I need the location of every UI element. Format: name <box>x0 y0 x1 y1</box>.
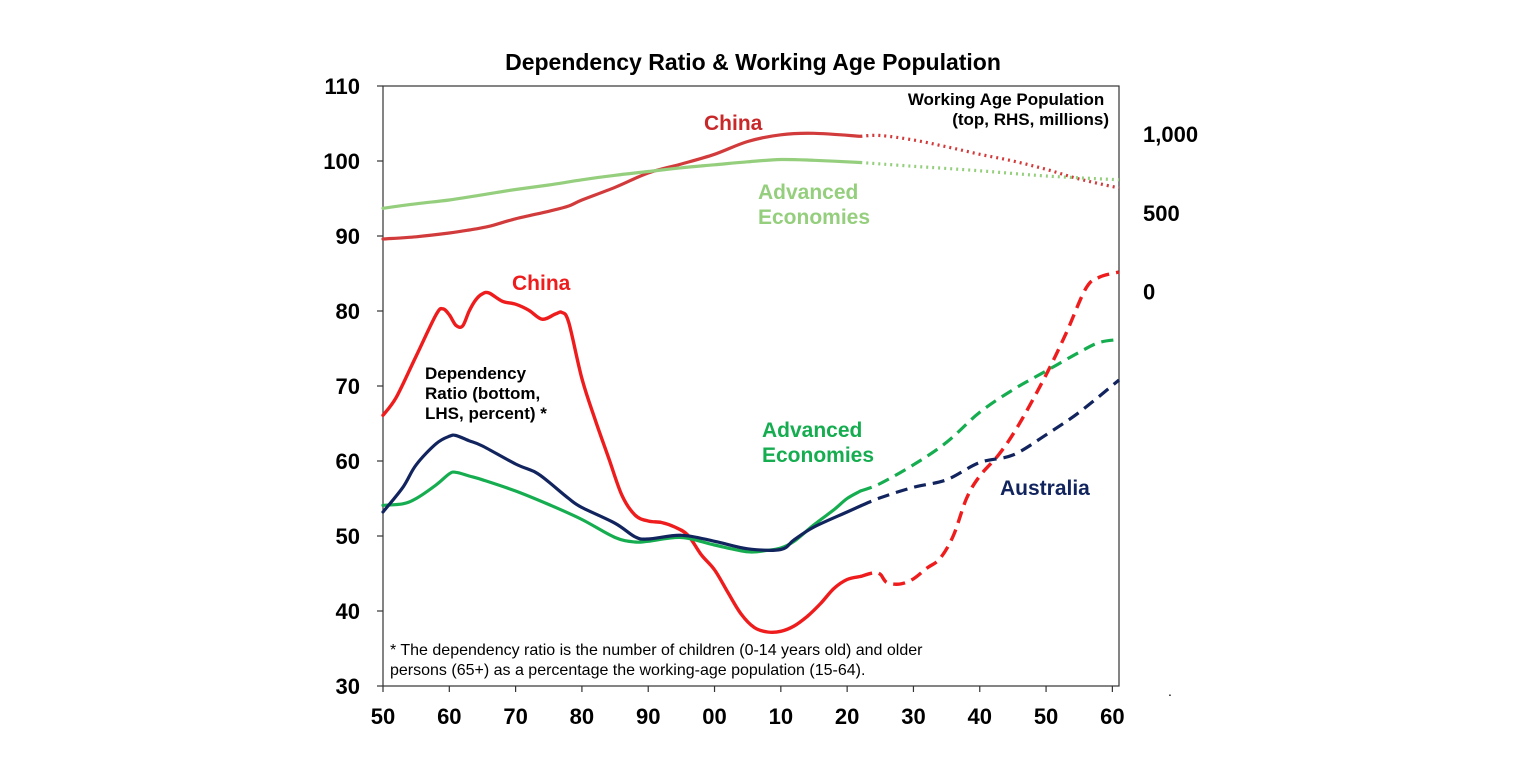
x-tick-label: 60 <box>1100 704 1124 729</box>
y-axis-right-ticks: 0 500 1,000 <box>1143 122 1198 305</box>
series-aus-dep-projection <box>859 378 1121 508</box>
dependency-annotation-line: LHS, percent) * <box>425 404 547 423</box>
x-tick-label: 20 <box>835 704 859 729</box>
y-left-tick-label: 60 <box>336 449 360 474</box>
y-right-tick-label: 0 <box>1143 280 1155 305</box>
series-adv-dep-projection <box>859 337 1120 493</box>
x-tick-label: 30 <box>901 704 925 729</box>
y-axis-left-ticks: 30 40 50 60 70 80 90 100 110 <box>323 74 383 699</box>
x-tick-label: 10 <box>769 704 793 729</box>
label-advanced-top: Advanced Economies <box>758 181 870 229</box>
y-left-tick-label: 40 <box>336 599 360 624</box>
label-advanced-top-line: Economies <box>758 206 870 229</box>
x-tick-label: 40 <box>968 704 992 729</box>
footnote: * The dependency ratio is the number of … <box>390 642 927 679</box>
series-china-wap-projection <box>860 133 1120 190</box>
y-right-tick-label: 500 <box>1143 201 1180 226</box>
series-adv-wap-historical <box>381 157 862 210</box>
x-tick-label: 50 <box>371 704 395 729</box>
series-china-wap-historical <box>381 131 862 241</box>
y-left-tick-label: 110 <box>325 74 361 99</box>
wap-annotation: Working Age Population (top, RHS, millio… <box>908 90 1109 129</box>
label-advanced-bottom-line: Economies <box>762 444 874 467</box>
x-tick-label: 60 <box>437 704 461 729</box>
label-china-bottom: China <box>512 272 571 295</box>
y-left-tick-label: 50 <box>336 524 360 549</box>
series-aus-dep-historical <box>381 433 862 552</box>
label-advanced-top-line: Advanced <box>758 181 858 204</box>
label-advanced-bottom: Advanced Economies <box>762 419 874 467</box>
series-china-dep-projection <box>859 270 1120 586</box>
y-left-tick-label: 80 <box>336 299 360 324</box>
wap-annotation-line: Working Age Population <box>908 90 1104 109</box>
x-axis-ticks: 50 60 70 80 90 00 10 20 30 40 50 60 <box>371 686 1125 729</box>
series-layer <box>381 131 1121 635</box>
x-tick-label: 80 <box>570 704 594 729</box>
label-advanced-bottom-line: Advanced <box>762 419 862 442</box>
x-tick-label: 90 <box>636 704 660 729</box>
x-tick-label: 50 <box>1034 704 1058 729</box>
series-adv-dep-historical <box>381 470 862 554</box>
label-china-top: China <box>704 112 763 135</box>
x-tick-label: 70 <box>503 704 527 729</box>
footnote-line: persons (65+) as a percentage the workin… <box>390 662 865 679</box>
dependency-annotation-line: Ratio (bottom, <box>425 384 540 403</box>
y-left-tick-label: 30 <box>336 674 360 699</box>
y-left-tick-label: 100 <box>323 149 360 174</box>
series-adv-wap-projection <box>860 160 1120 182</box>
corner-mark: . <box>1168 683 1172 699</box>
series-china-dep-historical <box>381 290 863 635</box>
dependency-annotation-line: Dependency <box>425 364 527 383</box>
label-australia: Australia <box>1000 477 1090 500</box>
footnote-line: * The dependency ratio is the number of … <box>390 642 923 659</box>
y-left-tick-label: 90 <box>336 224 360 249</box>
wap-annotation-line: (top, RHS, millions) <box>952 110 1109 129</box>
x-tick-label: 00 <box>702 704 726 729</box>
chart-title: Dependency Ratio & Working Age Populatio… <box>505 49 1001 75</box>
y-left-tick-label: 70 <box>336 374 360 399</box>
y-right-tick-label: 1,000 <box>1143 122 1198 147</box>
dependency-annotation: Dependency Ratio (bottom, LHS, percent) … <box>425 364 547 423</box>
